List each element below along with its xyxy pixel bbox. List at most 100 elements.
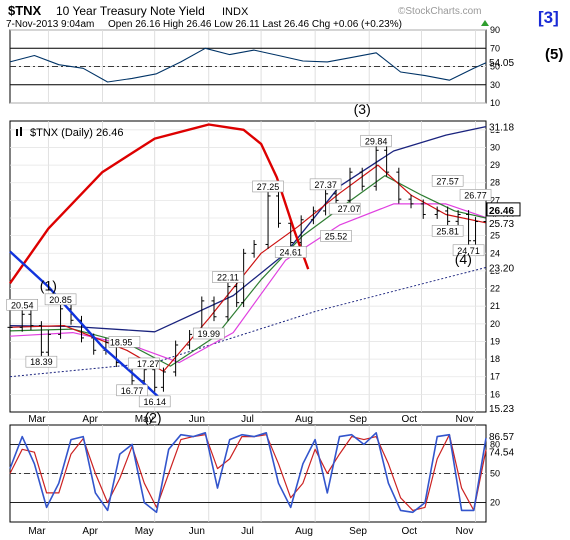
stoch-x-tick-label: Oct: [401, 526, 417, 537]
price-tick-label: 20: [490, 319, 500, 329]
price-data-label-box: [192, 327, 225, 340]
price-last-value-box: [486, 202, 521, 217]
price-data-label: 22.11: [217, 273, 239, 283]
price-data-label: 16.14: [143, 397, 166, 407]
header-watermark: ©StockCharts.com: [398, 6, 482, 17]
price-tick-label: 18: [490, 354, 500, 364]
price-data-label-box: [309, 178, 342, 191]
price-x-tick-label: Sep: [349, 414, 367, 425]
price-right-label-bg: [487, 216, 518, 228]
price-data-label: 29.84: [365, 136, 388, 146]
price-x-tick-label: Oct: [401, 414, 417, 425]
price-data-label-box: [212, 271, 244, 283]
price-data-label-box: [360, 134, 392, 147]
price-data-label: 18.95: [110, 337, 133, 347]
price-tick-label: 19: [490, 336, 500, 346]
stoch-x-tick-label: Sep: [349, 526, 367, 537]
rsi-line: [9, 47, 487, 83]
cycle-arc-red: [9, 123, 310, 284]
price-data-label: 25.81: [436, 226, 459, 236]
stoch-x-tick-label: Jun: [189, 526, 205, 537]
price-x-tick-label: Apr: [82, 414, 98, 425]
price-data-label: 16.77: [121, 386, 144, 396]
wave-label: (4): [455, 251, 472, 267]
price-data-label-box: [6, 298, 39, 311]
price-legend-bar-icon: [16, 129, 18, 136]
price-data-label: 19.99: [198, 329, 221, 339]
price-right-label: 25.73: [489, 219, 514, 230]
price-data-label-box: [116, 384, 148, 397]
wave-label: (3): [354, 101, 371, 117]
price-data-label: 24.61: [279, 248, 302, 258]
corner-wave-label-3: [3]: [538, 8, 559, 27]
price-x-tick-label: Jul: [241, 414, 254, 425]
price-panel-frame: [9, 120, 487, 413]
price-tick-label: 30: [490, 142, 500, 152]
rsi-tick-label: 10: [490, 98, 500, 108]
rsi-tick-label: 30: [490, 80, 500, 90]
price-data-label: 17.27: [137, 359, 160, 369]
stoch-last-value-fast: 86.57: [489, 432, 514, 443]
price-tick-label: 21: [490, 301, 500, 311]
price-x-tick-label: Nov: [456, 414, 474, 425]
stoch-last-value-slow: 74.54: [489, 448, 514, 459]
price-x-tick-label: Aug: [295, 414, 313, 425]
header-ohlc: Open 26.16 High 26.46 Low 26.11 Last 26.…: [108, 19, 402, 30]
rsi-last-value-label: 54.05: [489, 58, 514, 69]
stoch-x-tick-label: May: [135, 526, 154, 537]
header-datetime: 7-Nov-2013 9:04am: [6, 19, 94, 30]
price-x-tick-label: Jun: [189, 414, 205, 425]
rsi-tick-label: 70: [490, 43, 500, 53]
price-data-label: 27.37: [314, 180, 337, 190]
header-name: 10 Year Treasury Note Yield: [56, 4, 205, 18]
wave-label: (2): [144, 410, 161, 426]
price-data-label-box: [452, 244, 485, 257]
price-data-label: 20.85: [49, 295, 72, 305]
change-up-arrow-icon: [481, 20, 489, 26]
price-right-label: 26.46: [489, 206, 514, 217]
stoch-x-tick-label: Jul: [241, 526, 254, 537]
price-data-label-box: [274, 246, 307, 258]
price-data-label: 27.57: [436, 176, 459, 186]
stoch-fast-line: [9, 431, 487, 514]
price-data-label-box: [431, 175, 464, 187]
price-data-label-box: [328, 202, 361, 215]
price-data-label-box: [128, 357, 160, 370]
cycle-arc-blue: [9, 250, 167, 405]
price-data-label-box: [44, 293, 77, 306]
price-data-label: 27.25: [257, 182, 280, 192]
price-right-label-bg: [487, 261, 518, 273]
corner-wave-label-5: (5): [545, 46, 564, 63]
rsi-tick-label: 50: [490, 62, 500, 72]
price-data-label: 27.07: [338, 204, 361, 214]
stoch-x-tick-label: Nov: [456, 526, 474, 537]
stoch-x-tick-label: Aug: [295, 526, 313, 537]
price-tick-label: 25: [490, 231, 500, 241]
price-data-label: 25.52: [325, 231, 348, 241]
ema-magenta-line: [9, 203, 487, 364]
price-tick-label: 16: [490, 389, 500, 399]
price-right-label-bg: [487, 120, 518, 132]
price-right-label: 15.23: [489, 404, 514, 415]
price-right-label: 31.18: [489, 123, 514, 134]
price-tick-label: 24: [490, 248, 500, 258]
price-data-label: 26.77: [464, 190, 487, 200]
price-data-label-box: [25, 355, 58, 368]
stoch-slow-line: [9, 434, 487, 511]
stoch-x-tick-label: Mar: [28, 526, 46, 537]
stoch-tick-label: 50: [490, 469, 500, 479]
sma-200-dotted-line: [9, 266, 487, 378]
price-data-label: 20.54: [11, 300, 34, 310]
stoch-x-tick-label: Apr: [82, 526, 98, 537]
price-tick-label: 17: [490, 372, 500, 382]
price-data-label-box: [138, 395, 171, 408]
price-legend-bar-icon: [20, 127, 22, 136]
price-data-label-box: [459, 189, 492, 201]
price-data-label-box: [431, 225, 464, 237]
price-data-label-box: [108, 336, 141, 348]
stoch-tick-label: 20: [490, 498, 500, 508]
price-tick-label: 29: [490, 160, 500, 170]
price-data-label: 24.71: [457, 246, 480, 256]
price-right-label: 23.20: [489, 263, 514, 274]
price-panel-title: $TNX (Daily) 26.46: [30, 127, 124, 139]
